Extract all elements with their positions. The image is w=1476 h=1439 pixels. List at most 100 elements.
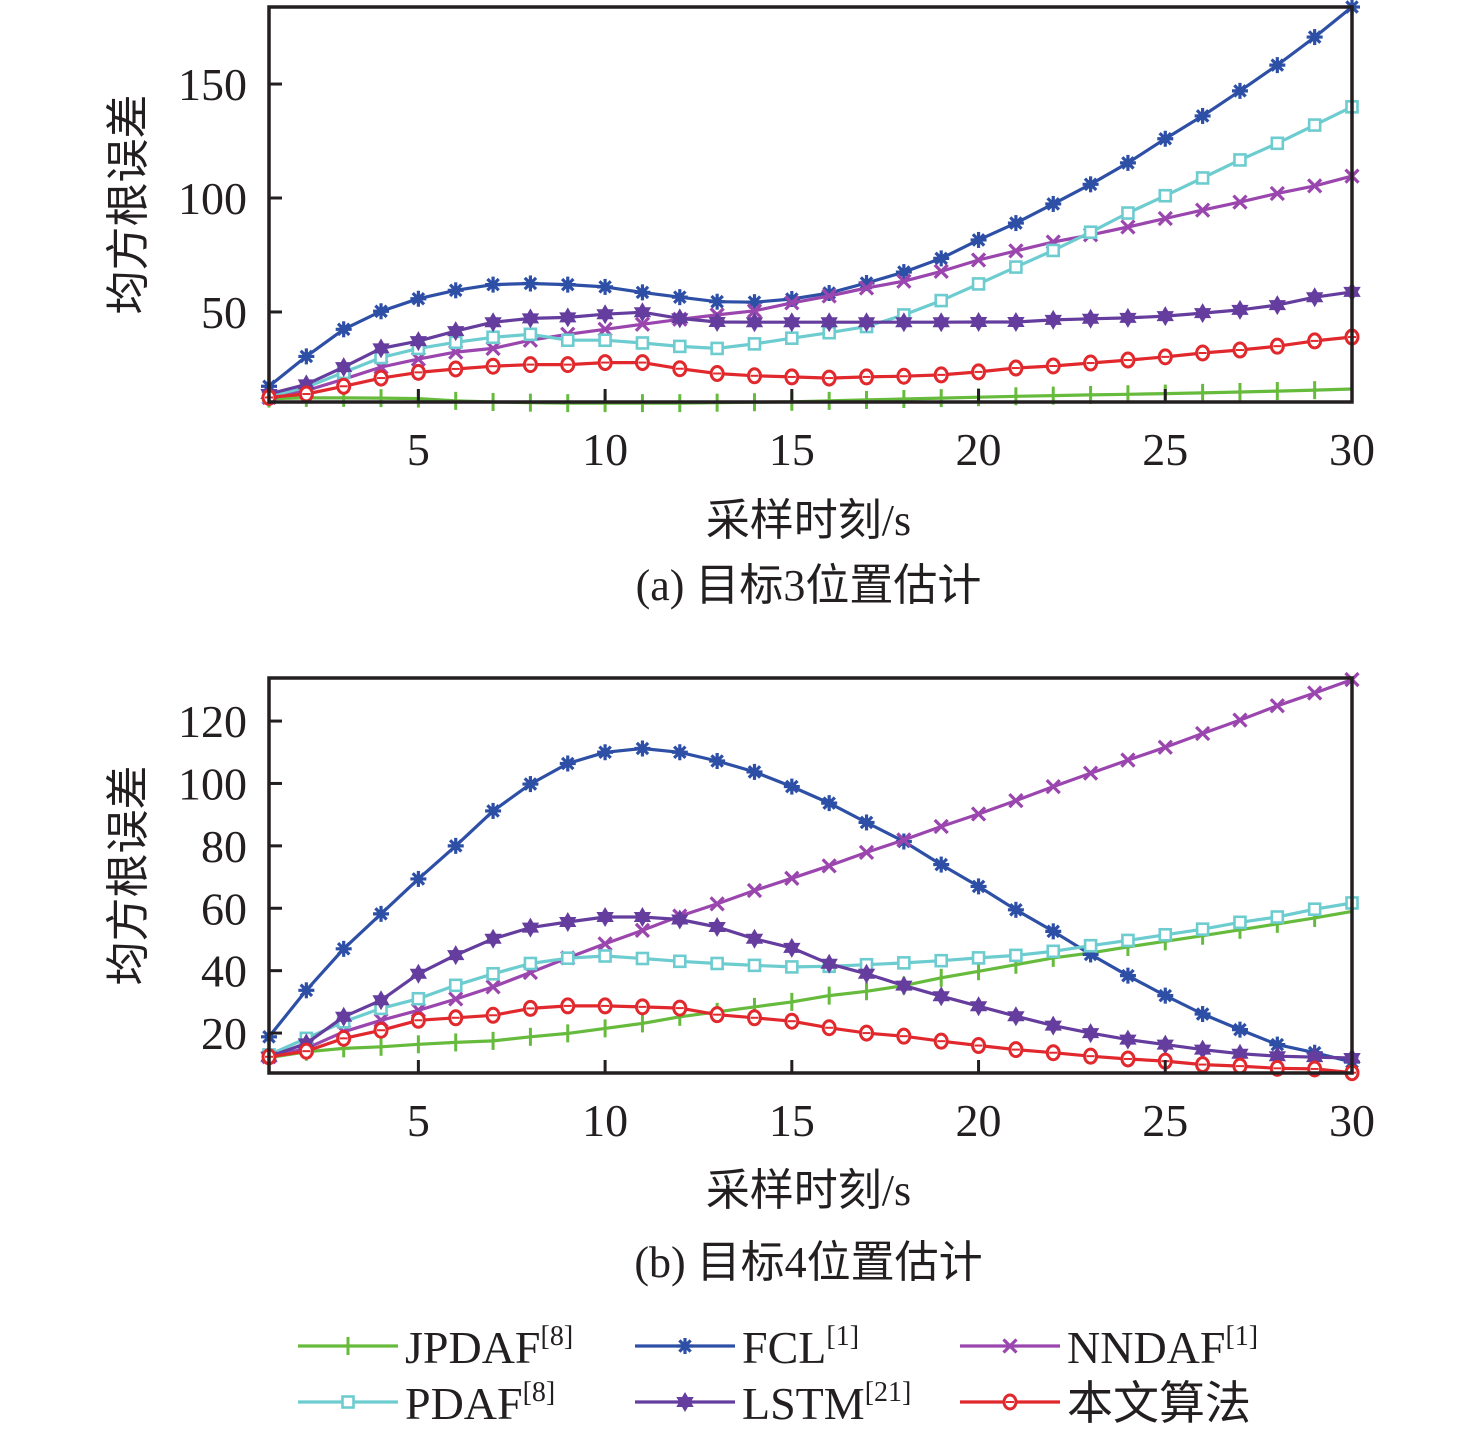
data-point <box>1083 1047 1099 1065</box>
data-point <box>1307 332 1323 350</box>
chart-panel-a: 5 10 15 20 25 30 50 100 150 均方根误差 采样时刻/s (a) 目标3… <box>104 0 1375 610</box>
data-point <box>410 290 427 307</box>
data-point <box>671 744 688 761</box>
x-axis-label: 采样时刻/s <box>706 1166 911 1215</box>
data-point <box>298 348 315 365</box>
series-jpdaf <box>267 380 1354 413</box>
y-tick-label: 40 <box>201 946 247 997</box>
data-point <box>410 870 427 887</box>
data-point <box>671 308 689 329</box>
data-point <box>298 1042 314 1060</box>
legend: JPDAF[8] FCL[1] NNDAF[1]PDAF[8] LSTM[21] 本文算… <box>298 1321 1258 1429</box>
data-point <box>1083 354 1099 372</box>
x-tick-label: 10 <box>582 1095 628 1146</box>
data-point <box>336 1029 352 1047</box>
y-tick-label: 150 <box>178 59 247 110</box>
y-tick-label: 100 <box>178 173 247 224</box>
data-point <box>1044 309 1062 330</box>
data-point <box>709 752 726 769</box>
data-point <box>485 1006 501 1024</box>
data-point <box>1195 171 1210 185</box>
data-point <box>859 1024 875 1042</box>
legend-label-text: FCL <box>742 1322 826 1373</box>
legend-marker-cross-icon <box>1002 1338 1018 1354</box>
data-point <box>969 312 988 332</box>
data-point <box>970 231 987 248</box>
data-point <box>1194 303 1212 324</box>
series-line-fcl <box>267 5 1354 388</box>
data-point <box>896 1027 912 1045</box>
data-point <box>745 928 764 949</box>
data-point <box>1120 752 1136 768</box>
x-tick-label: 15 <box>769 1095 815 1146</box>
data-point <box>635 336 650 350</box>
y-axis-label: 均方根误差 <box>104 766 153 986</box>
legend-marker-circle-icon <box>1002 1393 1018 1411</box>
data-point <box>672 999 688 1017</box>
data-point <box>559 912 577 932</box>
x-tick-label: 15 <box>769 424 815 475</box>
data-point <box>1083 225 1098 239</box>
legend-label: PDAF[8] <box>405 1377 555 1429</box>
data-point <box>1158 927 1173 942</box>
data-point <box>709 293 726 310</box>
data-point <box>1307 118 1322 132</box>
data-point <box>933 263 949 280</box>
data-point <box>634 740 651 757</box>
data-point <box>1007 1006 1025 1027</box>
y-axis-label: 均方根误差 <box>104 95 153 315</box>
x-tick-label: 30 <box>1329 424 1375 475</box>
data-point <box>746 367 762 385</box>
data-point <box>1120 351 1136 369</box>
series-nndaf <box>261 168 1360 406</box>
data-point <box>1045 357 1061 375</box>
legend-label: 本文算法 <box>1067 1378 1251 1429</box>
data-point <box>1232 341 1248 359</box>
series-nndaf <box>261 671 1360 1065</box>
legend-marker-square-icon <box>341 1395 355 1409</box>
data-point <box>785 960 799 974</box>
data-point <box>559 755 576 772</box>
data-point <box>1119 1029 1137 1050</box>
data-point <box>709 1006 725 1024</box>
legend-label-text: PDAF <box>405 1378 523 1429</box>
series-pdaf <box>262 896 1359 1062</box>
data-point <box>1307 902 1322 916</box>
data-point <box>785 331 799 345</box>
data-point <box>1121 933 1135 948</box>
data-point <box>971 277 986 291</box>
data-point <box>633 907 652 927</box>
data-point <box>560 951 575 965</box>
data-point <box>821 795 838 812</box>
data-point <box>1007 312 1025 332</box>
data-point <box>484 312 502 333</box>
data-point <box>447 321 465 342</box>
data-point <box>821 288 837 304</box>
legend-item-ours: 本文算法 <box>960 1378 1251 1429</box>
data-point <box>1232 1057 1248 1075</box>
data-point <box>858 814 875 831</box>
data-point <box>672 339 687 354</box>
data-point <box>1119 307 1137 328</box>
data-point <box>410 1011 426 1029</box>
data-point <box>597 278 614 295</box>
data-point <box>335 321 352 338</box>
data-point <box>597 354 613 372</box>
data-point <box>858 844 875 861</box>
series-line-ours <box>268 1004 1353 1075</box>
data-point <box>746 1009 762 1027</box>
data-point <box>783 778 800 795</box>
data-point <box>485 802 502 819</box>
data-point <box>820 312 838 333</box>
data-point <box>1268 295 1286 316</box>
data-point <box>598 949 612 963</box>
ticks <box>269 82 1354 402</box>
data-point <box>335 357 353 378</box>
data-point <box>1269 698 1285 714</box>
data-point <box>523 327 538 342</box>
data-point <box>372 990 390 1011</box>
data-point <box>971 1037 987 1055</box>
legend-label-text: LSTM <box>742 1378 865 1429</box>
data-point <box>820 953 838 974</box>
data-point <box>746 882 763 899</box>
